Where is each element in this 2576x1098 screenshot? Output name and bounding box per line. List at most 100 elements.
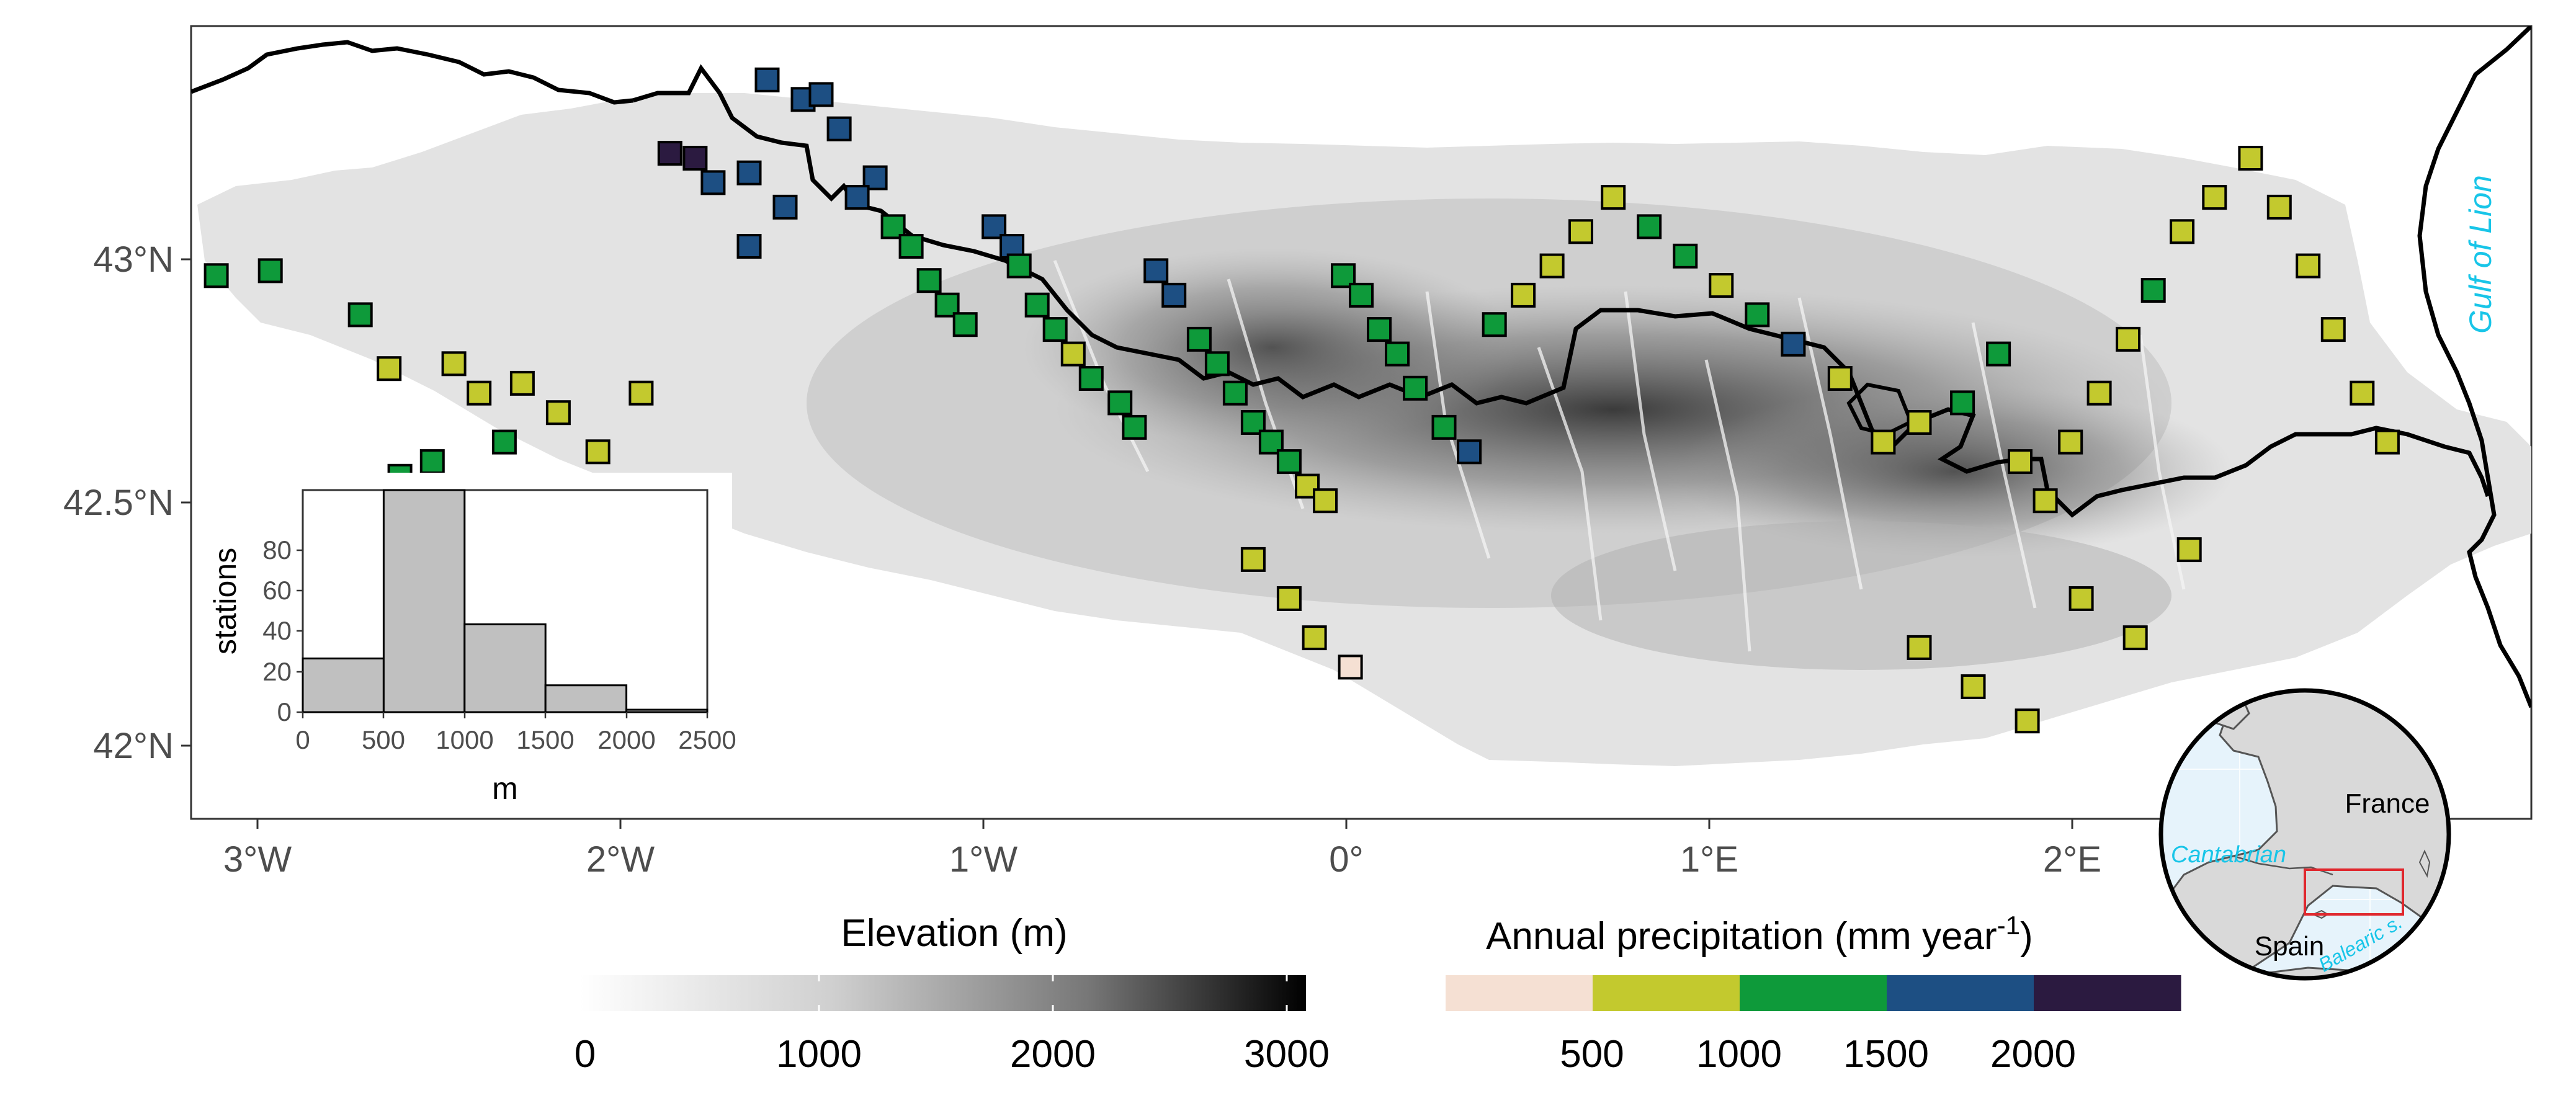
station-marker <box>1907 635 1932 660</box>
globe-label-cantabrian: Cantabrian <box>2171 842 2286 868</box>
station-marker <box>2140 278 2166 303</box>
precip-title-main: Annual precipitation (mm year <box>1486 915 1997 958</box>
station-marker <box>545 400 571 426</box>
x-axis: 3°W 2°W 1°W 0° 1°E 2°E <box>223 819 2101 880</box>
station-marker <box>491 429 517 455</box>
station-marker <box>585 439 610 465</box>
station-marker <box>1781 331 1806 357</box>
globe-label-spain: Spain <box>2255 931 2325 962</box>
station-marker <box>1338 654 1363 680</box>
histogram-bar <box>463 623 547 713</box>
station-marker <box>982 214 1007 239</box>
station-marker <box>1276 586 1302 611</box>
mediterranean-coast <box>2417 26 2531 708</box>
station-marker <box>1637 214 1662 239</box>
station-marker <box>1313 488 1338 514</box>
station-marker <box>1276 449 1302 475</box>
station-marker <box>1745 302 1770 328</box>
station-marker <box>1457 439 1482 465</box>
elevation-histogram: 0 500 1000 1500 2000 2500 0 20 40 60 80 … <box>208 473 736 808</box>
station-marker <box>1240 547 1266 572</box>
histogram-bar <box>544 684 628 713</box>
locator-globe: France Spain Cantabrian Balearic s. Medi… <box>2158 688 2451 981</box>
x-tick-label: 1°W <box>949 839 1017 880</box>
precipitation-tick: 2000 <box>1990 1033 2076 1076</box>
station-marker <box>1186 326 1212 352</box>
station-marker <box>1673 243 1698 269</box>
histogram-bar <box>302 657 385 713</box>
station-marker <box>2238 146 2263 171</box>
histogram-bar <box>382 489 466 713</box>
station-marker <box>916 268 942 293</box>
station-marker <box>736 160 762 185</box>
histogram-y-label: stations <box>208 548 243 654</box>
station-marker <box>2202 185 2227 210</box>
station-marker <box>2296 253 2321 279</box>
station-marker <box>2015 708 2040 734</box>
station-marker <box>1204 351 1230 377</box>
station-marker <box>2176 537 2202 563</box>
station-marker <box>844 185 870 210</box>
station-marker <box>736 234 762 259</box>
x-tick-label: 3°W <box>223 839 292 880</box>
station-marker <box>467 380 492 406</box>
precipitation-color-step <box>1446 975 1593 1011</box>
station-marker <box>2266 194 2292 220</box>
station-marker <box>1950 390 1975 416</box>
station-marker <box>1222 380 1248 406</box>
station-marker <box>657 141 682 166</box>
globe-label-france: France <box>2345 788 2430 819</box>
station-marker <box>1143 258 1169 283</box>
precipitation-tick: 500 <box>1560 1033 1624 1076</box>
station-marker <box>441 351 467 377</box>
precipitation-legend: Annual precipitation (mm year-1) 500 100… <box>1446 911 2181 1076</box>
station-marker <box>682 146 708 171</box>
precip-title-superscript: -1 <box>1997 911 2020 940</box>
precipitation-color-step <box>1887 975 2034 1011</box>
precipitation-legend-title: Annual precipitation (mm year-1) <box>1486 911 2033 958</box>
station-marker <box>808 82 834 107</box>
station-marker <box>1709 273 1734 298</box>
station-marker <box>2320 317 2346 342</box>
precipitation-tick: 1000 <box>1696 1033 1782 1076</box>
station-marker <box>1302 625 1327 651</box>
ridge-east <box>1675 385 2234 558</box>
elevation-tick: 2000 <box>1010 1033 1096 1076</box>
elevation-tick: 3000 <box>1244 1033 1330 1076</box>
station-marker <box>1568 219 1593 244</box>
elevation-colorbar <box>580 975 1306 1011</box>
station-marker <box>1107 390 1133 416</box>
histogram-x-tick: 1500 <box>516 725 574 754</box>
x-tick-label: 2°W <box>586 839 655 880</box>
station-marker <box>377 356 402 382</box>
histogram-x-tick: 500 <box>362 725 405 754</box>
station-marker <box>1986 341 2011 367</box>
france-spain-border <box>632 64 2490 518</box>
histogram-x-tick: 2500 <box>678 725 736 754</box>
station-marker <box>772 194 798 220</box>
precipitation-colorbar <box>1446 975 2181 1011</box>
histogram-y-tick: 60 <box>262 576 292 605</box>
station-marker <box>1601 185 1626 210</box>
relief-south <box>1551 521 2171 670</box>
histogram-y-tick: 20 <box>262 657 292 686</box>
station-marker <box>257 258 283 283</box>
station-marker <box>347 302 373 328</box>
station-marker <box>754 67 780 92</box>
station-marker <box>2170 219 2195 244</box>
station-marker <box>2008 449 2033 475</box>
globe-outline <box>2158 688 2451 981</box>
station-marker <box>1122 414 1147 440</box>
station-marker <box>1482 312 1507 337</box>
bay-of-biscay-coast <box>191 40 633 105</box>
station-marker <box>1961 674 1986 699</box>
station-marker <box>898 234 924 259</box>
station-marker <box>1078 366 1104 391</box>
precipitation-color-step <box>2034 975 2181 1011</box>
y-axis: 43°N 42.5°N 42°N <box>63 239 191 766</box>
station-marker <box>2350 380 2375 406</box>
station-marker <box>1871 429 1896 455</box>
x-tick-label: 2°E <box>2043 839 2101 880</box>
station-marker <box>2116 326 2141 352</box>
